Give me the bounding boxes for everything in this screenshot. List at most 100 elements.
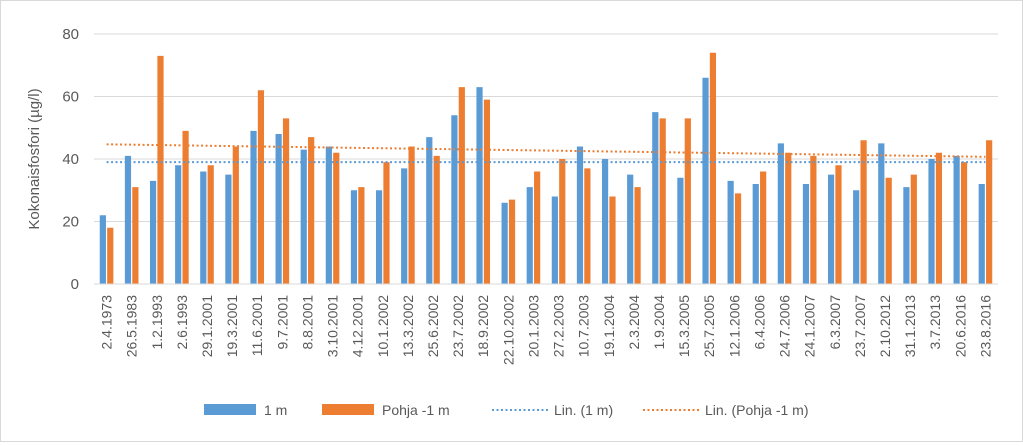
bar-series1 [802,184,810,284]
bar-series1 [124,155,132,284]
bar-series2 [734,193,742,284]
bar-series1 [827,174,835,284]
gridlines [94,33,998,222]
x-tick-label: 11.6.2001 [249,295,265,356]
bar-series2 [860,140,867,284]
bar-series2 [760,171,767,284]
bar-series2 [609,196,616,284]
y-tick-label: 20 [62,214,79,231]
x-tick-label: 31.1.2013 [902,295,918,357]
x-tick-label: 29.1.2001 [199,295,215,357]
legend-label: Pohja -1 m [382,402,450,418]
legend-label: 1 m [264,402,287,418]
x-tick-label: 19.1.2004 [601,295,617,357]
x-tick-label: 23.7.2007 [852,295,868,357]
x-tick-label: 12.1.2006 [726,295,742,357]
bar-series2 [584,168,591,284]
x-tick-label: 10.1.2002 [375,295,391,357]
bar-series2 [885,177,892,284]
bar-series2 [483,99,491,284]
x-tick-label: 9.7.2001 [274,295,290,350]
bar-series1 [175,165,182,284]
legend-swatch [204,404,256,415]
x-tick-label: 4.12.2001 [350,295,366,357]
bar-series1 [99,215,106,284]
bar-series1 [928,159,935,284]
x-tick-label: 24.1.2007 [802,295,818,357]
bar-series2 [508,199,516,284]
bar-series1 [325,146,332,284]
legend-item: Pohja -1 m [322,402,450,418]
bar-series2 [534,171,541,284]
x-tick-label: 2.4.1973 [99,295,115,350]
bar-series2 [333,152,340,284]
bar-series1 [752,184,759,284]
bar-series2 [257,90,265,284]
bar-series1 [677,177,684,284]
y-tick-label: 80 [62,26,79,43]
bar-series1 [978,184,985,284]
x-tick-label: 3.10.2001 [325,295,341,357]
bar-series2 [157,55,164,284]
bar-series1 [476,87,483,284]
bar-series1 [576,146,584,284]
bar-series1 [601,159,609,284]
bar-series1 [627,174,634,284]
x-tick-label: 10.7.2003 [576,295,592,357]
bar-series2 [383,162,390,284]
x-tick-label: 2.10.2012 [877,295,893,357]
bar-series2 [960,162,968,284]
bar-series2 [232,146,239,284]
bar-series1 [451,115,458,284]
bar-series1 [426,137,433,284]
bar-series2 [709,52,717,284]
x-tick-label: 3.7.2013 [927,295,943,350]
bar-series1 [903,187,910,284]
bar-series2 [684,118,691,284]
x-tick-label: 15.3.2005 [676,295,692,357]
legend: 1 m Pohja -1 m Lin. (1 m) Lin. (Pohja -1 m) [204,402,808,418]
x-tick-label: 27.2.2003 [551,295,567,357]
bar-series2 [358,187,365,284]
x-tick-label: 19.3.2001 [224,295,240,357]
legend-item: 1 m [204,402,287,418]
x-tick-label: 24.7.2006 [777,295,793,357]
bar-series1 [401,168,408,284]
bar-series1 [652,112,659,284]
bar-series2 [282,118,290,284]
y-axis-ticks: 0 20 40 60 80 [62,26,79,293]
bar-series2 [835,165,842,284]
x-tick-label: 22.10.2002 [500,295,516,365]
y-tick-label: 40 [62,151,79,168]
bar-series2 [182,130,189,284]
bar-series2 [308,137,315,284]
legend-label: Lin. (Pohja -1 m) [705,402,808,418]
bar-series2 [107,227,114,284]
x-tick-label: 2.6.1993 [174,295,190,350]
bar-series1 [300,149,307,284]
bar-series2 [408,146,415,284]
bar-series2 [433,155,440,284]
bar-series2 [634,187,641,284]
x-tick-label: 1.2.1993 [149,295,165,350]
x-tick-label: 8.8.2001 [299,295,315,350]
bar-series1 [702,77,709,284]
x-tick-label: 25.7.2005 [701,295,717,357]
bar-series1 [225,174,232,284]
bar-series1 [375,190,383,284]
y-tick-label: 60 [62,89,79,106]
bar-series1 [250,130,257,284]
bar-series1 [953,155,960,284]
bar-series1 [853,190,860,284]
legend-label: Lin. (1 m) [554,402,613,418]
bar-series2 [559,159,566,284]
bar-series1 [200,171,207,284]
bar-series1 [551,196,558,284]
x-tick-label: 20.6.2016 [952,295,968,357]
x-tick-label: 26.5.1983 [124,295,140,357]
bar-series2 [810,155,817,284]
bar-series1 [727,180,734,284]
legend-item: Lin. (Pohja -1 m) [643,402,808,418]
